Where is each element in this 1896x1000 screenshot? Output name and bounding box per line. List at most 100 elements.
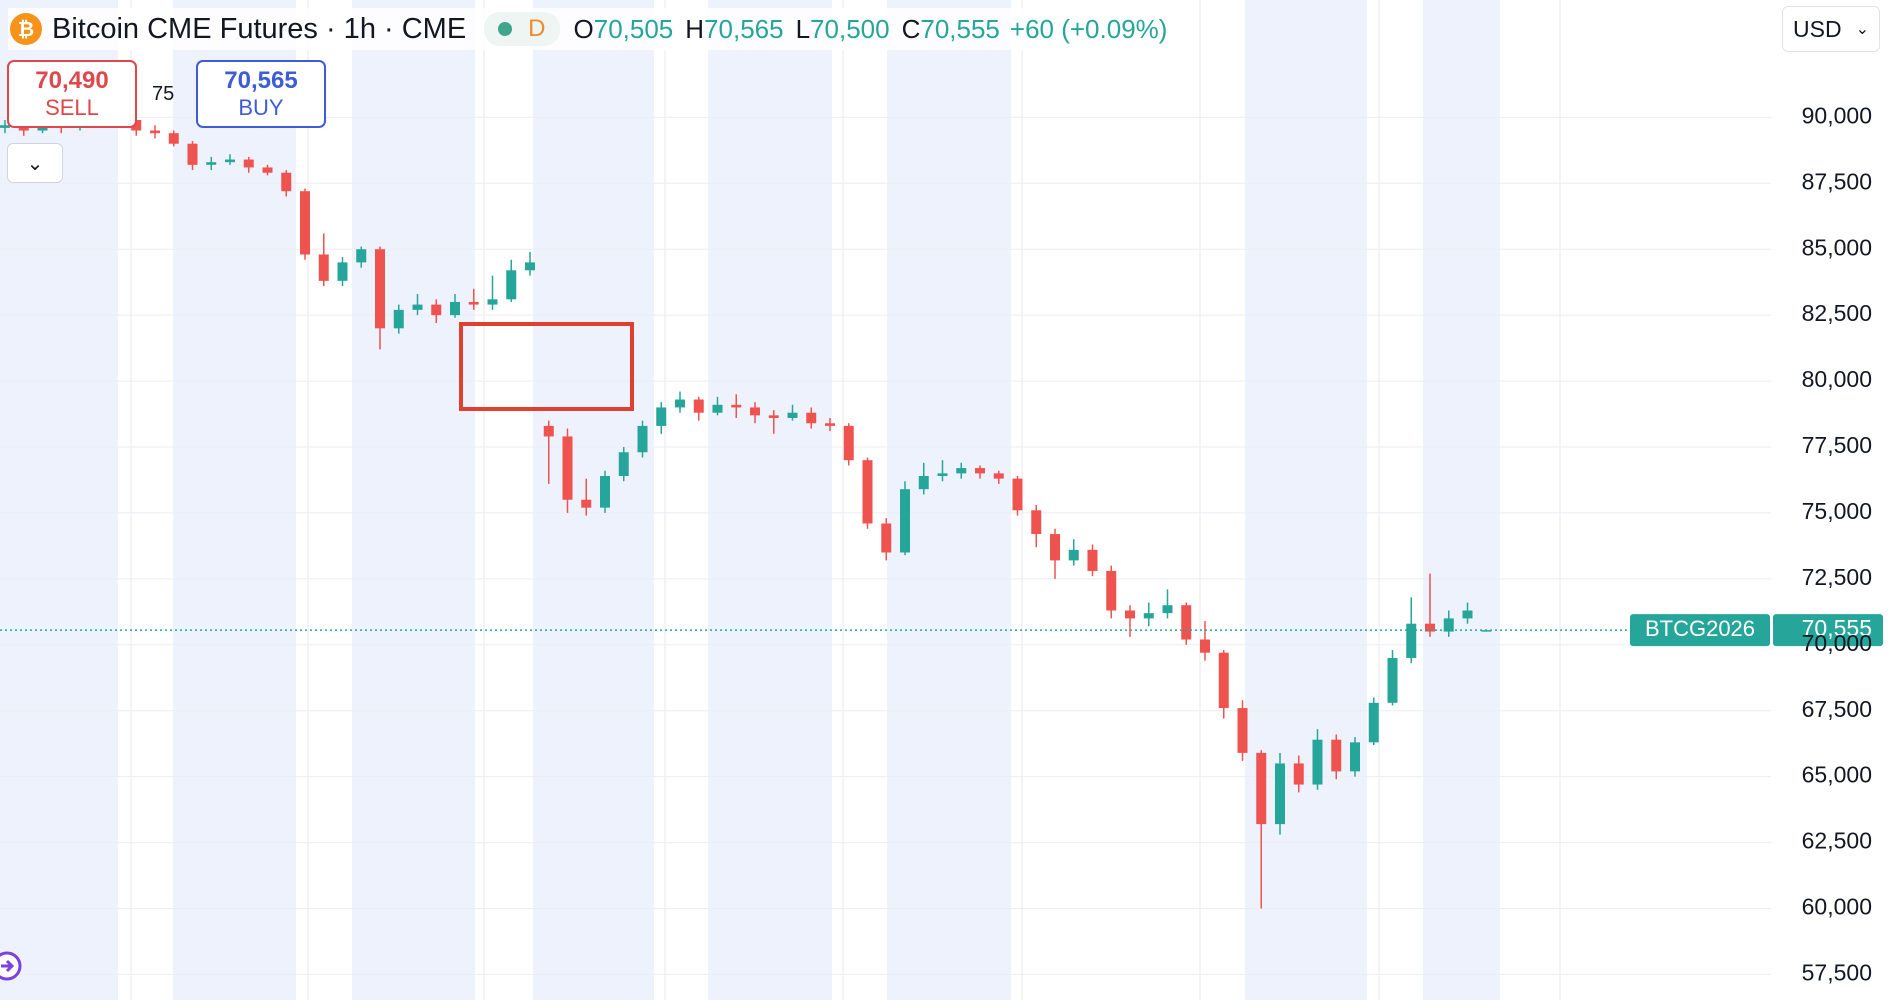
- candle-body: [1143, 613, 1154, 619]
- candle-body: [562, 436, 573, 500]
- candle-body: [581, 499, 592, 508]
- sell-price: 70,490: [35, 67, 109, 94]
- candle-body: [543, 425, 554, 437]
- candle-body: [637, 425, 648, 453]
- candle-body: [825, 423, 835, 426]
- badge: D: [528, 15, 546, 42]
- candle-body: [1331, 739, 1342, 772]
- currency: USD: [1793, 15, 1842, 42]
- candle-body: [975, 468, 985, 474]
- candle-body: [131, 119, 142, 131]
- buy-button[interactable]: 70,565 BUY: [196, 60, 326, 128]
- candle-body: [712, 404, 723, 413]
- gap-highlight-box: [459, 322, 634, 411]
- candle-body: [862, 460, 873, 524]
- candle-body: [525, 262, 535, 271]
- candle-body: [656, 407, 667, 426]
- candle-body: [1350, 742, 1360, 772]
- y-tick-label: 57,500: [1802, 959, 1872, 985]
- candle-body: [993, 473, 1004, 479]
- ohlc-value: 70,555: [920, 13, 1000, 44]
- candle-body: [1256, 752, 1267, 825]
- y-tick-label: 90,000: [1802, 102, 1872, 128]
- candle-body: [337, 262, 348, 281]
- candle-body: [393, 309, 404, 329]
- candle-body: [300, 191, 310, 255]
- candle-body: [1012, 478, 1023, 511]
- candle-body: [225, 159, 235, 163]
- candle-body: [375, 249, 385, 329]
- sell-label: SELL: [45, 95, 99, 120]
- price-tag: 70,555: [1802, 615, 1872, 641]
- y-tick-label: 67,500: [1802, 696, 1872, 722]
- candle-body: [1425, 623, 1435, 632]
- candle-body: [918, 476, 929, 490]
- symbol-tag: BTCG2026: [1645, 616, 1755, 641]
- sell-button[interactable]: 70,490 SELL: [7, 60, 137, 128]
- candle-body: [1368, 702, 1379, 743]
- spread: 75: [152, 83, 175, 105]
- candle-body: [187, 143, 198, 165]
- ohlc-value: 70,565: [704, 13, 784, 44]
- candle-body: [1162, 605, 1173, 614]
- candle-body: [1293, 763, 1304, 785]
- y-tick-label: 70,000: [1802, 630, 1872, 656]
- candle-body: [1237, 708, 1248, 753]
- candle-body: [675, 399, 685, 408]
- candle-body: [356, 249, 367, 263]
- status-dot: [498, 22, 513, 36]
- price-tag-bg: [1773, 614, 1883, 647]
- candle-body: [262, 167, 273, 173]
- currency-select[interactable]: USD ⌄: [1782, 6, 1880, 52]
- candle-body: [412, 304, 423, 310]
- symbol-tag-bg: [1630, 614, 1770, 647]
- candle-body: [1275, 763, 1285, 825]
- candle-body: [731, 404, 742, 408]
- candle-body: [1462, 610, 1473, 619]
- y-tick-label: 72,500: [1802, 564, 1872, 590]
- candle-body: [787, 412, 798, 418]
- status-pill[interactable]: D: [484, 12, 560, 46]
- scroll-icon: [1, 959, 15, 973]
- order-toggle[interactable]: ⌄: [7, 143, 63, 183]
- candle-body: [618, 452, 629, 477]
- y-tick-label: 82,500: [1802, 300, 1872, 326]
- candle-body: [600, 476, 610, 508]
- svg-text:₿: ₿: [18, 19, 34, 41]
- candle-body: [750, 407, 760, 416]
- candle-body: [1068, 549, 1079, 561]
- candle-body: [1200, 639, 1210, 653]
- ohlc-key: L: [795, 13, 811, 44]
- candle-body: [806, 412, 817, 424]
- y-tick-label: 85,000: [1802, 234, 1872, 260]
- candle-body: [168, 133, 179, 144]
- candle-body: [768, 415, 779, 418]
- candle-body: [206, 162, 217, 165]
- chevron: ⌄: [1855, 21, 1869, 38]
- candle-body: [843, 425, 854, 461]
- candle-body: [1181, 605, 1192, 640]
- candle-body: [1387, 657, 1398, 703]
- ohlc-key: C: [901, 13, 921, 44]
- buy-price: 70,565: [224, 67, 298, 94]
- candle-body: [281, 172, 292, 192]
- y-tick-label: 87,500: [1802, 168, 1872, 194]
- bitcoin-icon: ₿: [10, 13, 42, 45]
- candle-body: [318, 254, 329, 281]
- change: +60 (+0.09%): [1009, 13, 1168, 44]
- candle-body: [1050, 534, 1060, 561]
- candle-body: [450, 301, 460, 316]
- session-bands: [0, 0, 1500, 1000]
- candle-body: [881, 523, 892, 553]
- ohlc-key: O: [573, 13, 594, 44]
- candle-body: [1312, 739, 1323, 785]
- symbol-title[interactable]: Bitcoin CME Futures · 1h · CME: [52, 12, 467, 45]
- ohlc-value: 70,500: [810, 13, 890, 44]
- y-tick-label: 60,000: [1802, 894, 1872, 920]
- candle-body: [0, 125, 10, 128]
- candle-body: [937, 473, 948, 477]
- candle-body: [506, 270, 517, 300]
- candle-body: [1087, 549, 1098, 571]
